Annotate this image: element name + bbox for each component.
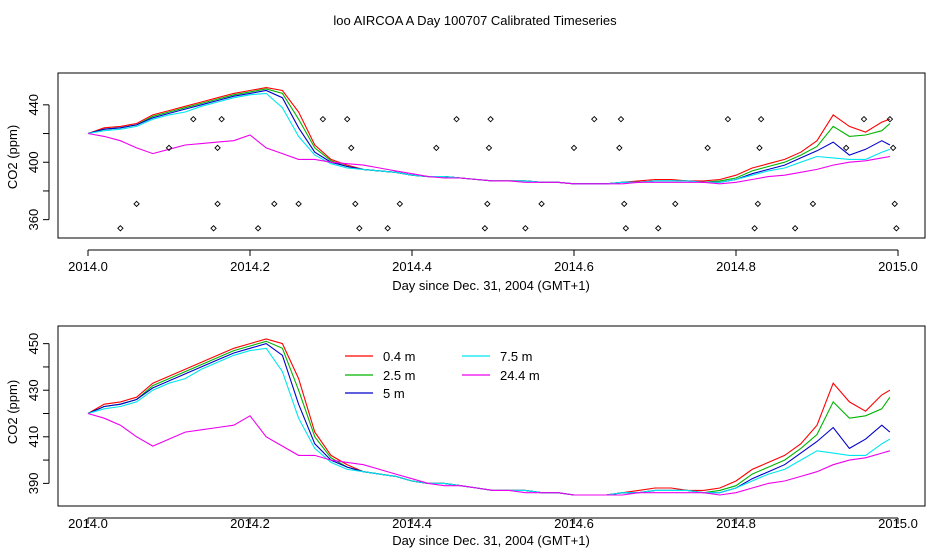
scatter-point bbox=[724, 115, 732, 123]
scatter-point bbox=[891, 200, 898, 208]
bottom-panel: Day since Dec. 31, 2004 (GMT+1) CO2 (ppm… bbox=[5, 325, 926, 548]
scatter-point bbox=[522, 225, 529, 232]
x-tick-label: 2014.2 bbox=[230, 259, 270, 274]
top-x-axis-label: Day since Dec. 31, 2004 (GMT+1) bbox=[392, 278, 590, 293]
scatter-point bbox=[620, 200, 628, 208]
scatter-point bbox=[751, 225, 758, 232]
scatter-point bbox=[218, 115, 225, 123]
legend-label: 0.4 m bbox=[383, 349, 416, 364]
scatter-point bbox=[214, 144, 221, 152]
scatter-point bbox=[757, 115, 765, 123]
x-tick-label: 2014.0 bbox=[68, 516, 108, 531]
plot-frame bbox=[57, 325, 926, 507]
scatter-point bbox=[352, 200, 359, 208]
scatter-point bbox=[616, 144, 623, 152]
y-tick-label: 450 bbox=[26, 333, 41, 355]
scatter-point bbox=[860, 115, 868, 123]
scatter-point bbox=[886, 115, 894, 123]
series-line-7-5-m bbox=[87, 92, 891, 185]
scatter-point bbox=[655, 225, 662, 232]
x-tick-label: 2014.6 bbox=[554, 259, 594, 274]
y-tick-label: 390 bbox=[26, 473, 41, 495]
x-tick-label: 2014.4 bbox=[392, 516, 432, 531]
series-line-7-5-m bbox=[87, 347, 891, 496]
x-tick-label: 2014.8 bbox=[716, 516, 756, 531]
y-tick-label: 400 bbox=[26, 151, 41, 173]
scatter-point bbox=[756, 144, 763, 152]
scatter-point bbox=[487, 115, 494, 123]
scatter-point bbox=[348, 144, 355, 152]
scatter-point bbox=[433, 144, 440, 152]
y-tick-label: 360 bbox=[26, 209, 41, 231]
y-tick-label: 440 bbox=[26, 94, 41, 116]
scatter-point bbox=[214, 200, 221, 208]
legend-label: 24.4 m bbox=[500, 368, 540, 383]
scatter-point bbox=[893, 225, 900, 232]
scatter-point bbox=[117, 225, 124, 232]
scatter-point bbox=[254, 225, 262, 232]
x-tick-label: 2014.4 bbox=[392, 259, 432, 274]
scatter-point bbox=[343, 115, 351, 123]
scatter-point bbox=[396, 200, 404, 208]
scatter-point bbox=[704, 144, 711, 152]
scatter-point bbox=[889, 144, 897, 152]
x-tick-label: 2014.0 bbox=[68, 259, 108, 274]
x-tick-label: 2015.0 bbox=[878, 516, 918, 531]
legend-label: 2.5 m bbox=[383, 368, 416, 383]
scatter-point bbox=[271, 200, 278, 208]
bottom-x-axis-label: Day since Dec. 31, 2004 (GMT+1) bbox=[392, 533, 590, 548]
scatter-point bbox=[754, 200, 762, 208]
series-line-24-4-m bbox=[87, 412, 891, 496]
scatter-point bbox=[356, 225, 363, 232]
scatter-point bbox=[190, 115, 197, 123]
scatter-point bbox=[672, 200, 679, 208]
x-tick-label: 2015.0 bbox=[878, 259, 918, 274]
scatter-point bbox=[617, 115, 625, 123]
bottom-y-axis-label: CO2 (ppm) bbox=[5, 380, 20, 444]
scatter-point bbox=[133, 200, 140, 208]
scatter-point bbox=[384, 225, 391, 232]
scatter-point bbox=[295, 200, 302, 208]
scatter-point bbox=[842, 144, 850, 152]
x-tick-label: 2014.8 bbox=[716, 259, 756, 274]
y-tick-label: 410 bbox=[26, 426, 41, 448]
chart-title: loo AIRCOA A Day 100707 Calibrated Times… bbox=[333, 13, 617, 28]
scatter-point bbox=[591, 115, 598, 123]
top-panel: Day since Dec. 31, 2004 (GMT+1) CO2 (ppm… bbox=[5, 72, 926, 293]
plot-frame bbox=[57, 72, 926, 239]
x-tick-label: 2014.2 bbox=[230, 516, 270, 531]
series-line-24-4-m bbox=[87, 132, 890, 185]
scatter-point bbox=[319, 115, 327, 123]
scatter-point bbox=[165, 144, 173, 152]
scatter-point bbox=[481, 225, 489, 232]
scatter-point bbox=[622, 225, 630, 232]
top-y-axis-label: CO2 (ppm) bbox=[5, 125, 20, 189]
scatter-point bbox=[485, 144, 493, 152]
legend-label: 7.5 m bbox=[500, 349, 533, 364]
scatter-point bbox=[453, 115, 460, 123]
legend-label: 5 m bbox=[383, 386, 405, 401]
scatter-point bbox=[809, 200, 817, 208]
scatter-point bbox=[570, 144, 578, 152]
scatter-point bbox=[791, 225, 799, 232]
scatter-point bbox=[538, 200, 545, 208]
x-tick-label: 2014.6 bbox=[554, 516, 594, 531]
scatter-point bbox=[484, 200, 491, 208]
y-tick-label: 430 bbox=[26, 379, 41, 401]
scatter-point bbox=[210, 225, 217, 232]
